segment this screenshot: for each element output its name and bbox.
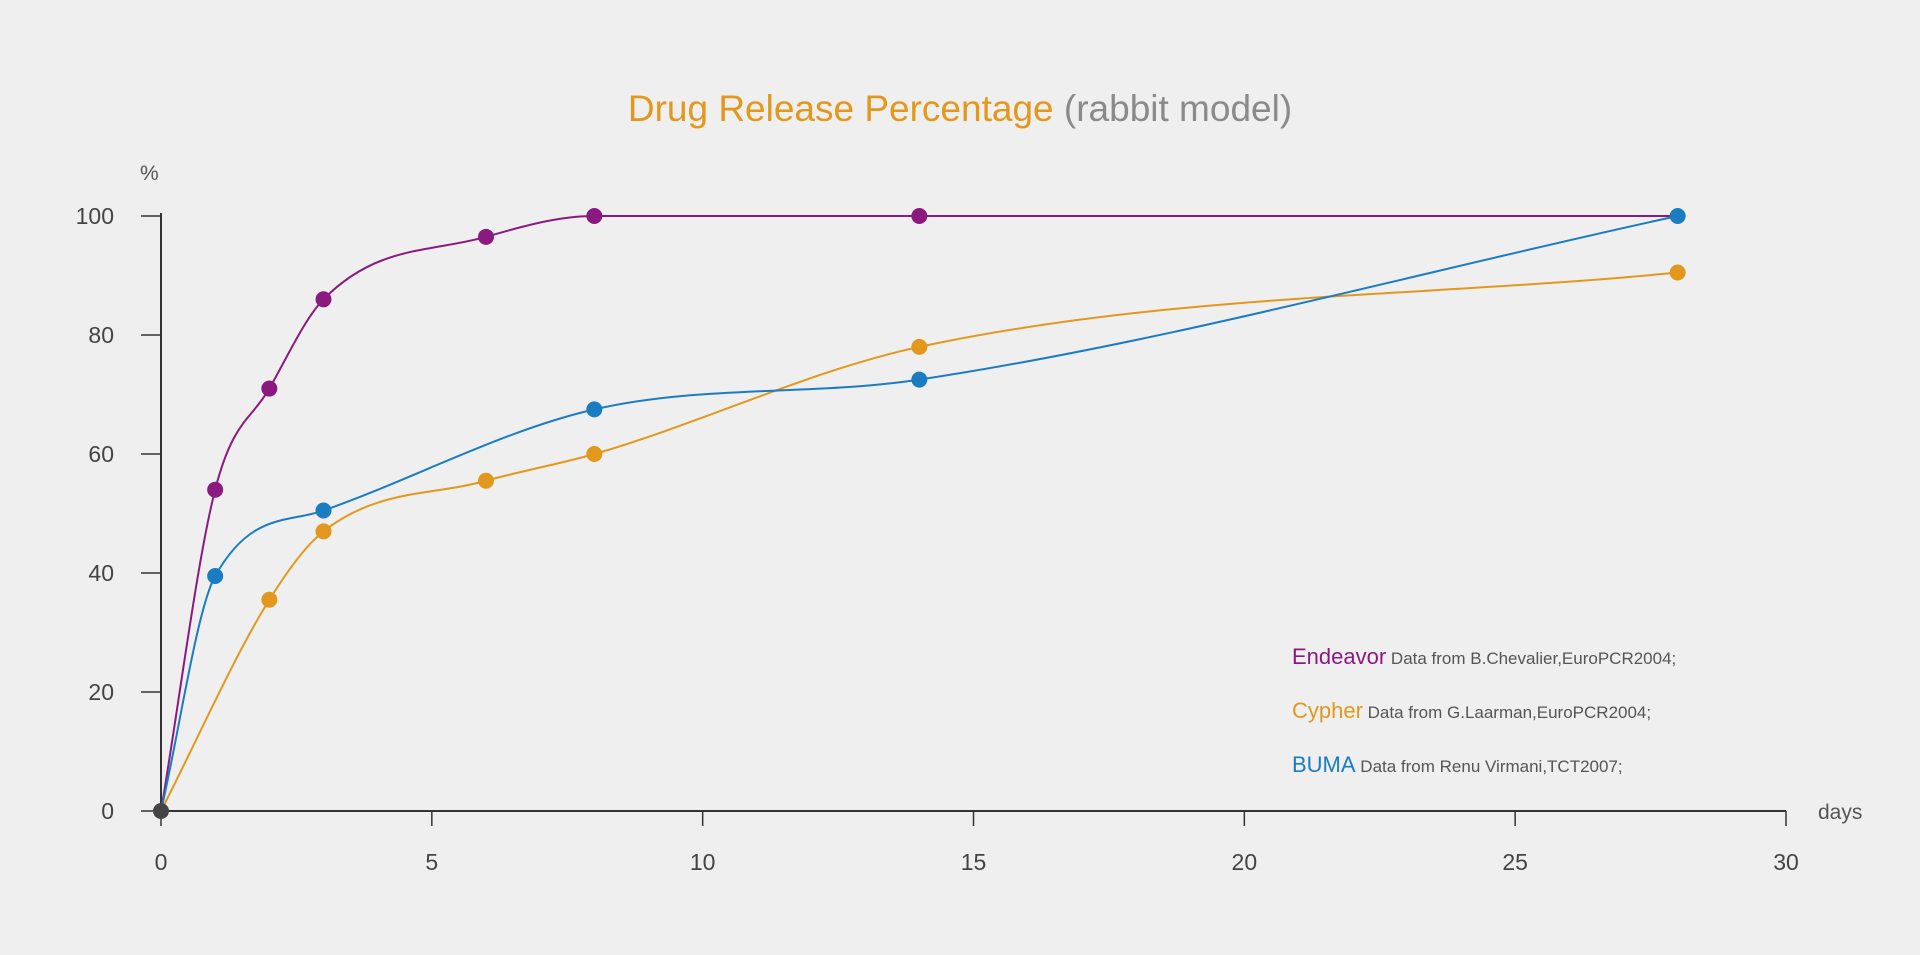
legend-item-cypher: Cypher Data from G.Laarman,EuroPCR2004; bbox=[1292, 697, 1676, 751]
data-point-cypher bbox=[315, 523, 332, 540]
data-point-buma bbox=[207, 567, 224, 584]
data-point-cypher bbox=[911, 338, 928, 355]
legend-series-note: Data from Renu Virmani,TCT2007; bbox=[1355, 757, 1623, 776]
chart-title-main: Drug Release Percentage bbox=[627, 88, 1054, 129]
x-tick-label: 5 bbox=[425, 849, 438, 875]
y-tick-label: 80 bbox=[88, 322, 114, 348]
x-tick-label: 30 bbox=[1773, 849, 1799, 875]
y-tick-label: 100 bbox=[76, 203, 114, 229]
y-tick-label: 0 bbox=[101, 798, 114, 824]
x-tick-label: 0 bbox=[155, 849, 168, 875]
data-point-endeavor bbox=[586, 208, 603, 224]
x-tick-label: 25 bbox=[1502, 849, 1528, 875]
chart-legend: Endeavor Data from B.Chevalier,EuroPCR20… bbox=[1292, 643, 1676, 805]
data-point-buma bbox=[911, 371, 928, 388]
data-point-endeavor bbox=[207, 481, 224, 498]
data-point-cypher bbox=[478, 472, 494, 489]
data-point-endeavor bbox=[911, 208, 928, 224]
data-point-cypher bbox=[586, 446, 603, 462]
data-point-buma bbox=[586, 401, 603, 418]
y-axis-label: % bbox=[140, 162, 159, 185]
y-tick-label: 20 bbox=[88, 679, 114, 705]
x-tick-label: 10 bbox=[690, 849, 716, 875]
legend-series-name: Endeavor bbox=[1292, 644, 1387, 669]
chart-title: Drug Release Percentage (rabbit model) bbox=[0, 88, 1920, 130]
x-tick-label: 15 bbox=[961, 849, 987, 875]
data-point-endeavor bbox=[261, 380, 278, 397]
legend-item-buma: BUMA Data from Renu Virmani,TCT2007; bbox=[1292, 751, 1676, 805]
data-point-endeavor bbox=[478, 228, 494, 245]
data-point-buma bbox=[1669, 208, 1686, 224]
y-tick-label: 40 bbox=[88, 560, 114, 586]
legend-series-name: Cypher bbox=[1292, 698, 1363, 723]
data-point-cypher bbox=[261, 591, 278, 608]
x-axis-label: days bbox=[1818, 801, 1862, 824]
legend-series-name: BUMA bbox=[1292, 752, 1356, 777]
data-point-endeavor bbox=[315, 291, 332, 308]
legend-series-note: Data from B.Chevalier,EuroPCR2004; bbox=[1386, 649, 1677, 668]
y-tick-label: 60 bbox=[88, 441, 114, 467]
x-tick-label: 20 bbox=[1232, 849, 1258, 875]
chart-subtitle: (rabbit model) bbox=[1063, 88, 1293, 129]
data-point-cypher bbox=[1669, 264, 1686, 281]
origin-point bbox=[153, 803, 169, 819]
legend-item-endeavor: Endeavor Data from B.Chevalier,EuroPCR20… bbox=[1292, 643, 1676, 697]
data-point-buma bbox=[315, 502, 332, 519]
legend-series-note: Data from G.Laarman,EuroPCR2004; bbox=[1362, 703, 1652, 722]
